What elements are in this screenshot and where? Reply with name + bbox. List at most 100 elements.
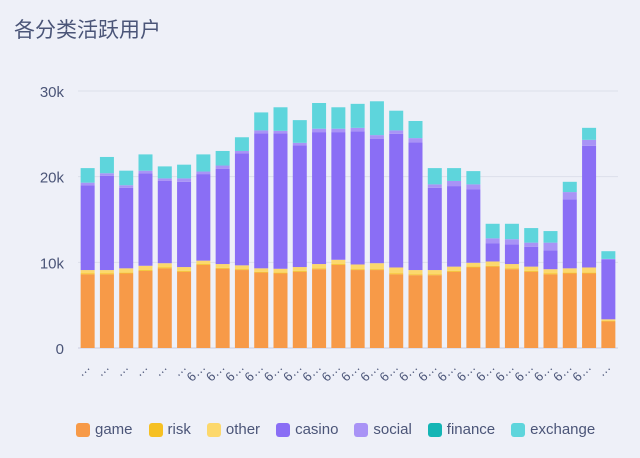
bar-segment-risk	[331, 264, 346, 265]
bar-segment-other	[292, 267, 307, 271]
bar-segment-social	[543, 242, 558, 251]
y-tick-label: 10k	[40, 255, 65, 272]
bar-segment-game	[273, 273, 288, 348]
bar-segment-social	[504, 239, 519, 245]
bar-segment-game	[504, 269, 519, 348]
legend-item-exchange[interactable]: exchange	[511, 421, 595, 438]
bar-segment-risk	[215, 267, 230, 269]
bar-segment-other	[447, 266, 462, 271]
chart-title: 各分类活跃用户	[14, 18, 161, 42]
bar-segment-casino	[215, 168, 230, 265]
bar-segment-casino	[254, 133, 269, 269]
bar-segment-risk	[582, 272, 597, 274]
bar-segment-exchange	[157, 166, 172, 179]
legend-swatch	[511, 422, 526, 437]
legend-item-other[interactable]: other	[206, 421, 261, 438]
bar-segment-other	[234, 265, 249, 270]
bar-segment-exchange	[234, 137, 249, 151]
bar-segment-game	[196, 264, 211, 348]
bar-segment-casino	[177, 181, 192, 268]
bar-segment-casino	[504, 244, 519, 265]
bar-segment-risk	[524, 270, 539, 272]
bar-segment-game	[562, 273, 577, 348]
bar-segment-game	[389, 274, 404, 348]
bar-segment-risk	[234, 269, 249, 271]
bar-segment-social	[292, 142, 307, 146]
bar-segment-risk	[504, 268, 519, 270]
bar-segment-social	[99, 173, 114, 176]
bar-segment-risk	[312, 268, 327, 270]
bar-segment-exchange	[331, 107, 346, 129]
legend-label: other	[225, 421, 261, 438]
bar-segment-risk	[350, 269, 365, 271]
bar-segment-casino	[408, 142, 423, 271]
bar-segment-game	[119, 273, 134, 348]
legend-label: casino	[295, 421, 339, 438]
legend-label: finance	[446, 421, 496, 438]
bar-segment-casino	[331, 132, 346, 260]
bar-segment-social	[408, 138, 423, 143]
bar-segment-casino	[196, 174, 211, 261]
bar-segment-risk	[292, 270, 307, 272]
bar-segment-exchange	[254, 112, 269, 131]
bar-segment-exchange	[80, 168, 95, 183]
bar-segment-risk	[562, 272, 577, 274]
bar-segment-game	[157, 268, 172, 348]
bar-segment-risk	[408, 274, 423, 276]
bar-segment-other	[524, 266, 539, 271]
legend-item-risk[interactable]: risk	[148, 421, 191, 438]
legend-item-game[interactable]: game	[76, 421, 133, 438]
bar-segment-other	[254, 268, 269, 272]
bar-segment-other	[601, 319, 616, 322]
bar-segment-exchange	[196, 154, 211, 172]
bar-segment-risk	[543, 273, 558, 275]
bar-segment-risk	[80, 273, 95, 275]
bar-segment-other	[562, 268, 577, 273]
bar-segment-other	[466, 262, 481, 267]
bar-segment-social	[562, 192, 577, 200]
bar-segment-social	[312, 128, 327, 133]
bar-segment-social	[485, 238, 500, 244]
bar-segment-exchange	[485, 223, 500, 239]
bar-segment-game	[427, 275, 442, 348]
bar-segment-other	[80, 270, 95, 274]
bar-segment-casino	[119, 187, 134, 269]
bar-segment-social	[331, 128, 346, 133]
legend-label: game	[95, 421, 133, 438]
bar-segment-other	[485, 261, 500, 266]
bar-segment-social	[138, 170, 153, 174]
bar-segment-game	[543, 274, 558, 348]
legend-item-finance[interactable]: finance	[427, 421, 496, 438]
bar-segment-exchange	[582, 127, 597, 140]
legend-swatch	[148, 422, 163, 437]
bar-segment-exchange	[408, 120, 423, 139]
bar-segment-game	[601, 321, 616, 348]
bar-segment-social	[177, 178, 192, 182]
bar-segment-casino	[466, 189, 481, 263]
bar-segment-game	[177, 271, 192, 348]
legend-swatch	[206, 422, 221, 437]
bar-segment-other	[543, 269, 558, 274]
legend-item-casino[interactable]: casino	[276, 421, 338, 438]
legend-item-social[interactable]: social	[354, 421, 412, 438]
bar-segment-risk	[447, 270, 462, 272]
bar-segment-casino	[157, 180, 172, 264]
bar-segment-other	[177, 267, 192, 271]
bar-segment-risk	[99, 273, 114, 275]
bar-segment-game	[582, 273, 597, 348]
bar-segment-exchange	[215, 150, 230, 166]
bar-segment-risk	[177, 270, 192, 272]
bar-segment-other	[215, 264, 230, 268]
bar-segment-casino	[292, 145, 307, 268]
x-tick-label: …	[594, 360, 614, 380]
bar-segment-game	[466, 267, 481, 348]
legend-swatch	[76, 422, 90, 437]
x-tick-label: …	[73, 360, 93, 380]
y-tick-label: 20k	[40, 170, 65, 187]
bar-segment-exchange	[312, 102, 327, 129]
bar-segment-other	[312, 264, 327, 269]
bar-segment-exchange	[99, 156, 114, 174]
bar-segment-game	[138, 270, 153, 348]
bar-segment-exchange	[504, 223, 519, 240]
bar-segment-casino	[273, 133, 288, 269]
